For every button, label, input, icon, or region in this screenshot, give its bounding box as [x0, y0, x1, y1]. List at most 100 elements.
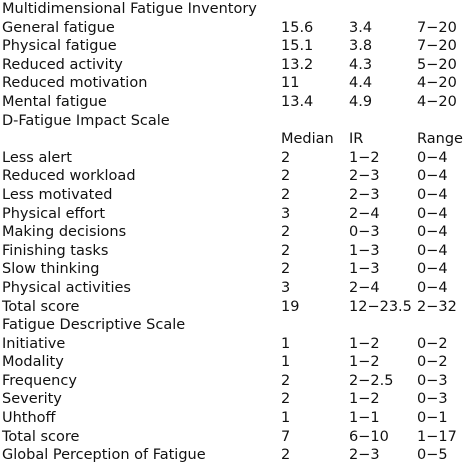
row-ir: 1−3	[349, 242, 380, 259]
row-range: 0−4	[417, 224, 448, 241]
row-ir: 4.9	[349, 93, 373, 110]
section-title: Multidimensional Fatigue Inventory	[2, 1, 257, 17]
row-label: Physical effort	[2, 205, 106, 222]
row-range: 0−3	[417, 391, 448, 408]
row-range: 0−5	[417, 447, 448, 464]
row-range: 0−4	[417, 205, 448, 222]
row-median: 13.2	[281, 56, 314, 73]
table-row: Reduced activity 13.2 4.3 5−20	[0, 56, 474, 75]
row-median: 7	[281, 428, 291, 445]
row-range: 0−4	[417, 186, 448, 203]
row-ir: 1−2	[349, 391, 380, 408]
table-row: Reduced workload 2 2−3 0−4	[0, 167, 474, 186]
row-range: 0−4	[417, 149, 448, 166]
row-range: 1−17	[417, 428, 457, 445]
row-label: Modality	[2, 354, 64, 371]
row-median: 11	[281, 75, 300, 92]
row-label: Reduced motivation	[2, 75, 148, 92]
row-range: 0−3	[417, 372, 448, 389]
row-range: 0−2	[417, 335, 448, 352]
row-label: Total score	[2, 298, 80, 315]
row-median: 2	[281, 186, 291, 203]
row-ir: 1−2	[349, 335, 380, 352]
section-title-row: Fatigue Descriptive Scale	[0, 316, 474, 335]
row-label: Frequency	[2, 372, 77, 389]
row-median: 15.6	[281, 19, 314, 36]
row-ir: 2−4	[349, 205, 380, 222]
row-label: Less alert	[2, 149, 72, 166]
row-label: Uhthoff	[2, 410, 56, 427]
row-label: Finishing tasks	[2, 242, 109, 259]
section-title-row: D-Fatigue Impact Scale	[0, 112, 474, 131]
row-range: 4−20	[417, 93, 457, 110]
row-median: 2	[281, 372, 291, 389]
table-row: Less motivated 2 2−3 0−4	[0, 186, 474, 205]
header-median: Median	[281, 131, 334, 148]
row-median: 13.4	[281, 93, 314, 110]
row-median: 3	[281, 279, 291, 296]
table-row: Total score 19 12−23.5 2−32	[0, 298, 474, 317]
row-ir: 6−10	[349, 428, 389, 445]
header-spacer	[0, 130, 281, 149]
row-median: 2	[281, 447, 291, 464]
table-row: Modality 1 1−2 0−2	[0, 353, 474, 372]
row-median: 19	[281, 298, 300, 315]
row-median: 2	[281, 149, 291, 166]
row-ir: 3.4	[349, 19, 373, 36]
table-row: Uhthoff 1 1−1 0−1	[0, 409, 474, 428]
section-title: D-Fatigue Impact Scale	[2, 112, 170, 129]
row-label: Initiative	[2, 335, 66, 352]
row-range: 0−4	[417, 168, 448, 185]
row-label: Mental fatigue	[2, 93, 107, 110]
row-label: Less motivated	[2, 186, 113, 203]
table-row: Global Perception of Fatigue 2 2−3 0−5	[0, 446, 474, 465]
row-ir: 4.3	[349, 56, 373, 73]
row-label: General fatigue	[2, 19, 115, 36]
section-title-row: Multidimensional Fatigue Inventory	[0, 0, 474, 19]
table-row: Making decisions 2 0−3 0−4	[0, 223, 474, 242]
column-header-row: Median IR Range	[0, 130, 474, 149]
row-median: 2	[281, 261, 291, 278]
row-ir: 2−3	[349, 447, 380, 464]
row-range: 4−20	[417, 75, 457, 92]
row-range: 7−20	[417, 38, 457, 55]
row-range: 5−20	[417, 56, 457, 73]
table-row: Physical activities 3 2−4 0−4	[0, 279, 474, 298]
table-row: Initiative 1 1−2 0−2	[0, 335, 474, 354]
row-range: 2−32	[417, 298, 457, 315]
table-row: General fatigue 15.6 3.4 7−20	[0, 19, 474, 38]
row-ir: 2−3	[349, 168, 380, 185]
row-label: Global Perception of Fatigue	[2, 447, 206, 464]
row-range: 0−4	[417, 279, 448, 296]
row-median: 2	[281, 391, 291, 408]
row-ir: 12−23.5	[349, 298, 412, 315]
row-range: 7−20	[417, 19, 457, 36]
row-median: 2	[281, 224, 291, 241]
table-row: Physical fatigue 15.1 3.8 7−20	[0, 37, 474, 56]
row-median: 2	[281, 168, 291, 185]
table-row: Physical effort 3 2−4 0−4	[0, 205, 474, 224]
row-ir: 0−3	[349, 224, 380, 241]
row-range: 0−1	[417, 410, 448, 427]
row-ir: 4.4	[349, 75, 373, 92]
row-median: 3	[281, 205, 291, 222]
row-ir: 1−2	[349, 354, 380, 371]
row-label: Physical fatigue	[2, 38, 117, 55]
table-row: Reduced motivation 11 4.4 4−20	[0, 74, 474, 93]
row-range: 0−4	[417, 242, 448, 259]
table-row: Frequency 2 2−2.5 0−3	[0, 372, 474, 391]
row-median: 1	[281, 410, 291, 427]
row-range: 0−2	[417, 354, 448, 371]
table-row: Mental fatigue 13.4 4.9 4−20	[0, 93, 474, 112]
row-ir: 2−2.5	[349, 372, 394, 389]
row-median: 1	[281, 335, 291, 352]
row-label: Reduced workload	[2, 168, 136, 185]
header-range: Range	[417, 131, 463, 148]
row-median: 2	[281, 242, 291, 259]
row-median: 15.1	[281, 38, 314, 55]
table-row: Total score 7 6−10 1−17	[0, 428, 474, 447]
row-label: Physical activities	[2, 279, 131, 296]
row-range: 0−4	[417, 261, 448, 278]
table-row: Severity 2 1−2 0−3	[0, 390, 474, 409]
